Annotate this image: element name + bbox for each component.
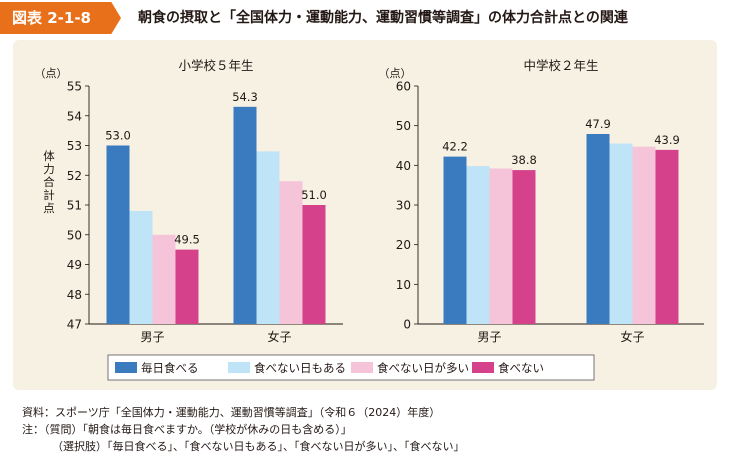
- note-question: 注：（質問）「朝食は毎日食べますか。（学校が休みの日も含める）」: [22, 423, 352, 436]
- bar: [152, 234, 176, 324]
- y-axis-label-char: 体: [43, 149, 55, 163]
- bar: [655, 149, 679, 324]
- bar: [256, 151, 280, 324]
- y-tick-label: 53: [67, 139, 82, 153]
- data-label: 51.0: [301, 188, 327, 202]
- x-tick-label: 女子: [267, 329, 291, 344]
- chart-title: 小学校５年生: [178, 58, 253, 73]
- y-tick-label: 30: [396, 199, 411, 213]
- y-tick-label: 51: [67, 199, 82, 213]
- figure-label: 図表 2-1-8: [0, 2, 121, 34]
- x-tick-label: 男子: [140, 330, 164, 344]
- legend: 毎日食べる 食べない日もある 食べない日が多い 食べない: [107, 354, 595, 381]
- note-options: （選択肢）「毎日食べる」、「食べない日もある」、「食べない日が多い」、「食べない…: [52, 440, 465, 453]
- legend-swatch: [472, 362, 494, 373]
- bar: [279, 181, 303, 324]
- y-tick-label: 10: [396, 278, 411, 292]
- note-source: 資料：スポーツ庁「全国体力・運動能力、運動習慣等調査」（令和６（2024）年度）: [22, 406, 441, 419]
- y-axis-label-char: 力: [43, 162, 55, 176]
- bar: [466, 166, 490, 324]
- y-tick-label: 40: [396, 159, 411, 173]
- figure-title: 朝食の摂取と「全国体力・運動能力、運動習慣等調査」の体力合計点との関連: [138, 10, 628, 26]
- chart-junior-high: 中学校２年生 （点） 0 10 20 30 40 50 60 42.2 38.8 男子 47.9 43.9…: [379, 58, 704, 344]
- bar: [233, 106, 257, 324]
- y-tick-label: 50: [396, 119, 411, 133]
- data-label: 54.3: [232, 90, 258, 104]
- y-axis-label-char: 合: [43, 175, 55, 189]
- y-tick-label: 20: [396, 238, 411, 252]
- legend-swatch: [228, 362, 250, 373]
- axis-unit: （点）: [379, 67, 412, 80]
- chart-title: 中学校２年生: [523, 58, 598, 73]
- bar: [609, 143, 633, 324]
- charts-svg: 小学校５年生 （点） 体力合計点 47 48 49 50 51 52 53 54 55 53.0 49.5…: [35, 58, 704, 381]
- legend-swatch: [115, 362, 137, 373]
- bar: [129, 210, 153, 324]
- bar: [632, 146, 656, 324]
- figure-header: 図表 2-1-8 朝食の摂取と「全国体力・運動能力、運動習慣等調査」の体力合計点…: [0, 0, 730, 34]
- data-label: 49.5: [174, 233, 200, 247]
- y-axis-label-char: 計: [43, 188, 55, 202]
- data-label: 53.0: [105, 129, 131, 143]
- y-tick-label: 0: [403, 318, 411, 332]
- legend-label: 食べない日もある: [254, 361, 346, 375]
- y-tick-label: 52: [67, 169, 82, 183]
- chart-panel: 小学校５年生 （点） 体力合計点 47 48 49 50 51 52 53 54 55 53.0 49.5…: [13, 40, 717, 390]
- y-tick-label: 47: [67, 318, 82, 332]
- bar: [489, 168, 513, 324]
- x-tick-label: 女子: [620, 329, 644, 344]
- y-axis-label-char: 点: [43, 201, 55, 215]
- y-tick-label: 55: [67, 80, 82, 94]
- y-tick-label: 49: [67, 258, 82, 272]
- data-label: 43.9: [654, 133, 680, 147]
- bar: [586, 133, 610, 324]
- y-tick-label: 54: [67, 109, 82, 123]
- y-tick-label: 50: [67, 228, 82, 242]
- y-tick-label: 60: [396, 80, 411, 94]
- data-label: 38.8: [511, 153, 537, 167]
- legend-label: 毎日食べる: [141, 361, 199, 375]
- legend-label: 食べない日が多い: [377, 361, 469, 375]
- bar: [512, 170, 536, 324]
- bar: [106, 145, 130, 324]
- legend-label: 食べない: [498, 361, 544, 375]
- notes: 資料：スポーツ庁「全国体力・運動能力、運動習慣等調査」（令和６（2024）年度）…: [22, 404, 722, 455]
- bar: [175, 249, 199, 324]
- y-tick-label: 48: [67, 288, 82, 302]
- bar: [302, 205, 326, 324]
- data-label: 47.9: [585, 117, 611, 131]
- chart-elementary: 小学校５年生 （点） 体力合計点 47 48 49 50 51 52 53 54 55 53.0 49.5…: [35, 58, 343, 344]
- data-label: 42.2: [442, 140, 468, 154]
- legend-swatch: [351, 362, 373, 373]
- axis-unit: （点）: [35, 67, 68, 80]
- x-tick-label: 男子: [477, 330, 501, 344]
- bar: [443, 156, 467, 324]
